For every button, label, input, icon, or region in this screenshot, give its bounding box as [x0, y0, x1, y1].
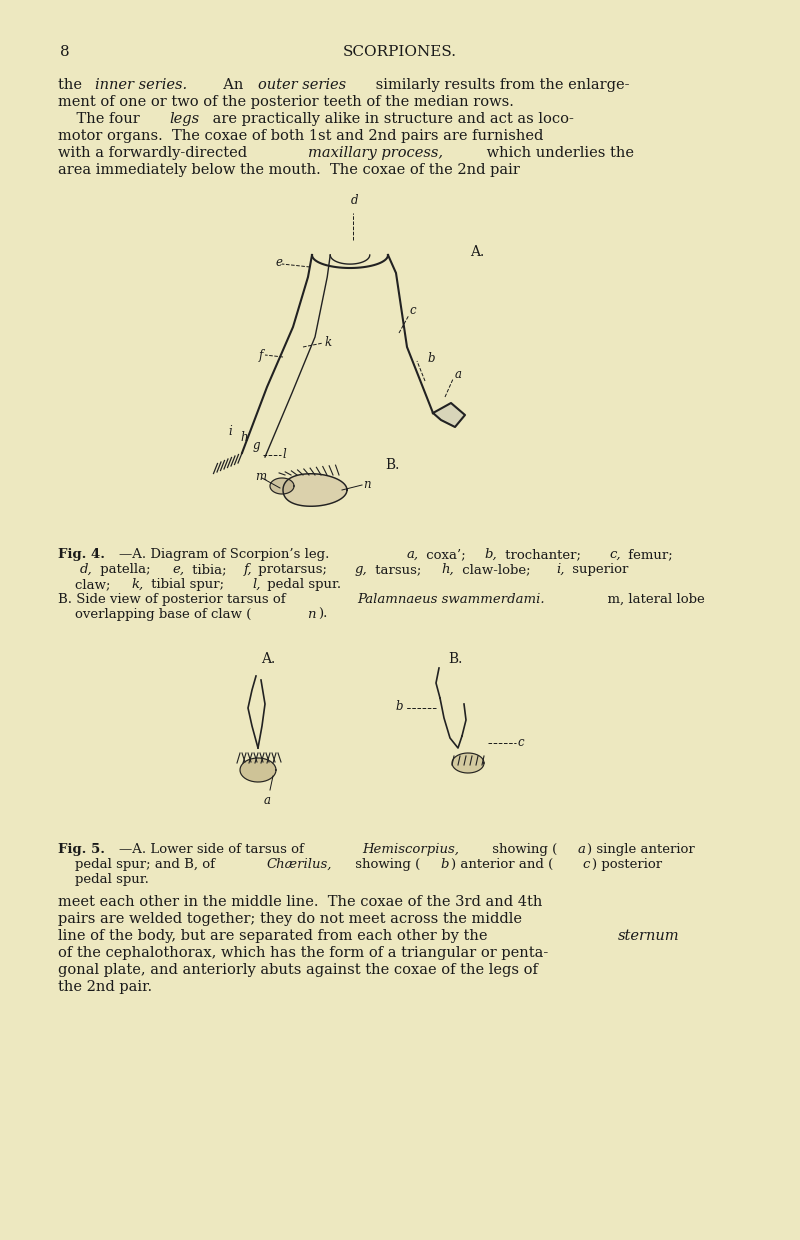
Text: k: k	[325, 336, 332, 348]
Text: c: c	[583, 858, 590, 870]
Text: B.: B.	[385, 458, 399, 472]
Text: meet each other in the middle line.  The coxae of the 3rd and 4th: meet each other in the middle line. The …	[58, 895, 542, 909]
Polygon shape	[270, 477, 294, 494]
Text: b,: b,	[484, 548, 497, 560]
Text: Fig. 5.: Fig. 5.	[58, 843, 105, 856]
Text: c: c	[410, 305, 417, 317]
Text: h,: h,	[441, 563, 454, 577]
Text: d,: d,	[80, 563, 93, 577]
Polygon shape	[240, 758, 276, 782]
Text: —A. Diagram of Scorpion’s leg.: —A. Diagram of Scorpion’s leg.	[118, 548, 342, 560]
Text: e: e	[276, 257, 283, 269]
Text: area immediately below the mouth.  The coxae of the 2nd pair: area immediately below the mouth. The co…	[58, 162, 520, 177]
Text: c,: c,	[610, 548, 621, 560]
Text: pedal spur.: pedal spur.	[263, 578, 341, 591]
Text: a,: a,	[406, 548, 418, 560]
Text: superior: superior	[568, 563, 628, 577]
Text: gonal plate, and anteriorly abuts against the coxae of the legs of: gonal plate, and anteriorly abuts agains…	[58, 963, 538, 977]
Text: motor organs.  The coxae of both 1st and 2nd pairs are furnished: motor organs. The coxae of both 1st and …	[58, 129, 543, 143]
Text: i: i	[228, 425, 232, 438]
Text: —A. Lower side of tarsus of: —A. Lower side of tarsus of	[118, 843, 308, 856]
Text: f,: f,	[243, 563, 252, 577]
Text: are practically alike in structure and act as loco-: are practically alike in structure and a…	[208, 112, 574, 126]
Text: A.: A.	[261, 652, 275, 666]
Polygon shape	[433, 403, 465, 427]
Text: protarsus;: protarsus;	[254, 563, 332, 577]
Text: femur;: femur;	[624, 548, 673, 560]
Text: e,: e,	[172, 563, 185, 577]
Text: ).: ).	[318, 608, 328, 621]
Text: claw;: claw;	[58, 578, 114, 591]
Polygon shape	[452, 753, 484, 773]
Text: coxa’;: coxa’;	[422, 548, 470, 560]
Text: b: b	[396, 701, 403, 713]
Text: a: a	[577, 843, 585, 856]
Text: A.: A.	[470, 246, 484, 259]
Text: b: b	[427, 352, 434, 366]
Text: tibia;: tibia;	[188, 563, 231, 577]
Text: B. Side view of posterior tarsus of: B. Side view of posterior tarsus of	[58, 593, 290, 606]
Text: ) single anterior: ) single anterior	[587, 843, 695, 856]
Text: h: h	[240, 432, 248, 444]
Text: overlapping base of claw (: overlapping base of claw (	[58, 608, 251, 621]
Text: legs: legs	[170, 112, 199, 126]
Text: Palamnaeus swammerdami.: Palamnaeus swammerdami.	[357, 593, 545, 606]
Text: sternum: sternum	[618, 929, 680, 942]
Text: k,: k,	[131, 578, 143, 591]
Text: 8: 8	[60, 45, 70, 60]
Text: b: b	[440, 858, 449, 870]
Text: inner series.: inner series.	[95, 78, 187, 92]
Text: B.: B.	[448, 652, 462, 666]
Polygon shape	[283, 474, 347, 506]
Text: similarly results from the enlarge-: similarly results from the enlarge-	[371, 78, 630, 92]
Text: Fig. 4.: Fig. 4.	[58, 548, 105, 560]
Text: f: f	[259, 348, 263, 362]
Text: pairs are welded together; they do not meet across the middle: pairs are welded together; they do not m…	[58, 911, 522, 926]
Text: d: d	[351, 193, 358, 207]
Text: the: the	[58, 78, 86, 92]
Text: Hemiscorpius,: Hemiscorpius,	[362, 843, 460, 856]
Text: Chærilus,: Chærilus,	[266, 858, 331, 870]
Text: ment of one or two of the posterior teeth of the median rows.: ment of one or two of the posterior teet…	[58, 95, 514, 109]
Text: outer series: outer series	[258, 78, 346, 92]
Text: g: g	[253, 439, 261, 453]
Text: maxillary process,: maxillary process,	[308, 146, 443, 160]
Text: showing (: showing (	[488, 843, 557, 856]
Text: trochanter;: trochanter;	[501, 548, 585, 560]
Text: The four: The four	[58, 112, 144, 126]
Text: of the cephalothorax, which has the form of a triangular or penta-: of the cephalothorax, which has the form…	[58, 946, 548, 960]
Text: a: a	[263, 794, 270, 807]
Text: showing (: showing (	[350, 858, 420, 870]
Text: the 2nd pair.: the 2nd pair.	[58, 980, 152, 994]
Text: SCORPIONES.: SCORPIONES.	[343, 45, 457, 60]
Text: a: a	[455, 368, 462, 382]
Text: n: n	[307, 608, 316, 621]
Text: m: m	[255, 470, 266, 482]
Text: pedal spur; and B, of: pedal spur; and B, of	[58, 858, 219, 870]
Text: with a forwardly-directed: with a forwardly-directed	[58, 146, 252, 160]
Text: i,: i,	[557, 563, 566, 577]
Text: claw-lobe;: claw-lobe;	[458, 563, 534, 577]
Text: l: l	[283, 448, 286, 460]
Text: tarsus;: tarsus;	[370, 563, 426, 577]
Text: g,: g,	[354, 563, 367, 577]
Text: An: An	[214, 78, 248, 92]
Text: l,: l,	[252, 578, 261, 591]
Text: patella;: patella;	[96, 563, 155, 577]
Text: ) posterior: ) posterior	[592, 858, 662, 870]
Text: line of the body, but are separated from each other by the: line of the body, but are separated from…	[58, 929, 492, 942]
Text: m, lateral lobe: m, lateral lobe	[599, 593, 705, 606]
Text: ) anterior and (: ) anterior and (	[451, 858, 553, 870]
Text: n: n	[363, 477, 370, 491]
Text: tibial spur;: tibial spur;	[147, 578, 229, 591]
Text: c: c	[518, 735, 525, 749]
Text: pedal spur.: pedal spur.	[58, 873, 149, 887]
Text: which underlies the: which underlies the	[482, 146, 634, 160]
